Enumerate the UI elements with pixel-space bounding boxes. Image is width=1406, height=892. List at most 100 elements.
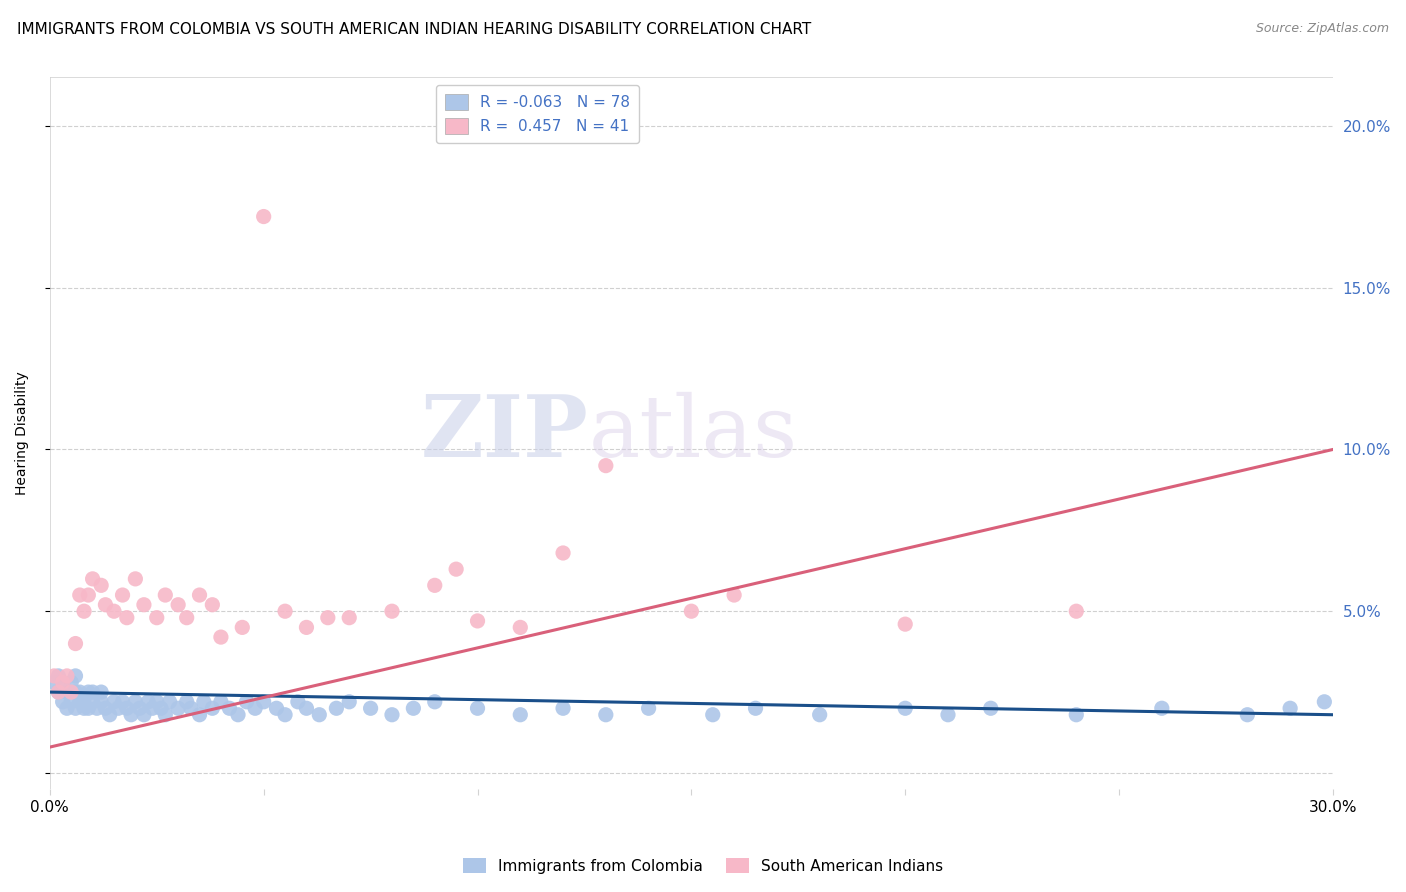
Point [65, 701, 87, 715]
Point [56, 669, 79, 683]
Point [167, 701, 190, 715]
Point [155, 707, 177, 722]
Point [90, 685, 112, 699]
Text: ZIP: ZIP [420, 392, 589, 475]
Point [1236, 707, 1258, 722]
Point [73, 604, 96, 618]
Point [595, 458, 617, 473]
Point [159, 695, 181, 709]
Point [218, 701, 240, 715]
Point [120, 707, 142, 722]
Point [253, 695, 276, 709]
Point [103, 604, 125, 618]
Point [316, 610, 339, 624]
Point [1064, 604, 1087, 618]
Point [60, 695, 83, 709]
Point [381, 707, 404, 722]
Point [82, 685, 104, 699]
Text: Source: ZipAtlas.com: Source: ZipAtlas.com [1256, 22, 1389, 36]
Point [180, 701, 202, 715]
Point [637, 701, 659, 715]
Point [145, 610, 167, 624]
Point [103, 695, 125, 709]
Point [894, 701, 917, 715]
Point [744, 701, 766, 715]
Point [52, 675, 75, 690]
Point [295, 620, 318, 634]
Point [124, 695, 146, 709]
Point [73, 701, 96, 715]
Point [60, 685, 83, 699]
Point [90, 695, 112, 709]
Point [56, 701, 79, 715]
Point [73, 691, 96, 706]
Point [936, 707, 959, 722]
Legend: R = -0.063   N = 78, R =  0.457   N = 41: R = -0.063 N = 78, R = 0.457 N = 41 [436, 85, 640, 143]
Point [111, 695, 134, 709]
Point [94, 598, 117, 612]
Point [60, 675, 83, 690]
Point [1150, 701, 1173, 715]
Point [124, 572, 146, 586]
Point [52, 695, 75, 709]
Point [243, 701, 266, 715]
Point [444, 562, 467, 576]
Point [287, 695, 309, 709]
Point [595, 707, 617, 722]
Point [467, 701, 489, 715]
Point [65, 685, 87, 699]
Point [42, 669, 65, 683]
Point [1279, 701, 1302, 715]
Point [48, 685, 70, 699]
Point [551, 701, 574, 715]
Text: IMMIGRANTS FROM COLOMBIA VS SOUTH AMERICAN INDIAN HEARING DISABILITY CORRELATION: IMMIGRANTS FROM COLOMBIA VS SOUTH AMERIC… [17, 22, 811, 37]
Point [235, 695, 257, 709]
Point [1064, 707, 1087, 722]
Point [266, 701, 288, 715]
Point [423, 578, 446, 592]
Point [77, 685, 100, 699]
Point [136, 695, 159, 709]
Point [253, 210, 276, 224]
Point [381, 604, 404, 618]
Point [48, 669, 70, 683]
Point [90, 578, 112, 592]
Point [193, 695, 215, 709]
Point [69, 588, 91, 602]
Point [82, 572, 104, 586]
Point [201, 701, 224, 715]
Point [150, 701, 173, 715]
Point [467, 614, 489, 628]
Point [77, 588, 100, 602]
Point [808, 707, 831, 722]
Point [325, 701, 347, 715]
Point [1313, 695, 1336, 709]
Point [94, 701, 117, 715]
Point [52, 675, 75, 690]
Point [681, 604, 703, 618]
Point [360, 701, 382, 715]
Point [98, 707, 121, 722]
Point [231, 620, 253, 634]
Point [145, 695, 167, 709]
Point [337, 695, 360, 709]
Point [155, 588, 177, 602]
Point [115, 610, 138, 624]
Point [337, 610, 360, 624]
Point [132, 707, 155, 722]
Point [48, 685, 70, 699]
Point [274, 604, 297, 618]
Point [111, 588, 134, 602]
Point [69, 685, 91, 699]
Point [226, 707, 249, 722]
Point [65, 636, 87, 650]
Point [551, 546, 574, 560]
Point [176, 695, 198, 709]
Point [188, 707, 211, 722]
Point [209, 630, 232, 644]
Point [107, 701, 129, 715]
Point [509, 707, 531, 722]
Point [723, 588, 745, 602]
Point [167, 598, 190, 612]
Point [69, 695, 91, 709]
